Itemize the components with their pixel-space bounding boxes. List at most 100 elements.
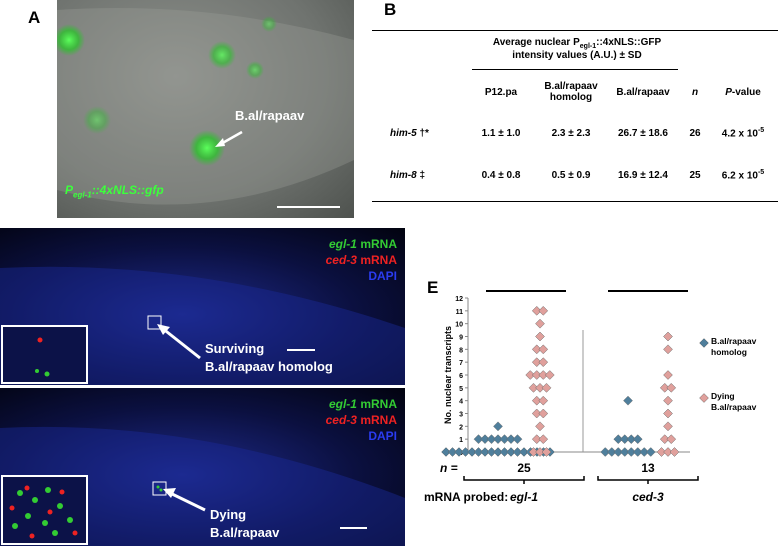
text: egl-1 <box>73 190 92 200</box>
header-row: P12.pa B.al/rapaav homolog B.al/rapaav n… <box>386 71 776 113</box>
data-point <box>454 447 464 457</box>
data-point <box>525 370 536 380</box>
probe-legend: egl-1 mRNA ced-3 mRNA DAPI <box>326 236 397 284</box>
y-tick-label: 5 <box>459 386 463 393</box>
data-point <box>531 408 542 419</box>
annotation: Surviving B.al/rapaav homolog <box>205 340 333 376</box>
probe-label: mRNA probed: <box>424 490 508 504</box>
micrograph-drawing <box>0 266 405 385</box>
table-b: Average nuclear Pegl-1::4xNLS::GFP inten… <box>372 30 778 202</box>
panel-label: B <box>384 0 397 19</box>
data-point <box>460 447 471 457</box>
cell: 6.2 x 10-5 <box>710 153 776 197</box>
y-tick-label: 10 <box>455 322 463 329</box>
data-point <box>506 434 516 445</box>
legend-swatch <box>699 338 709 348</box>
text: Average nuclear P <box>492 37 580 48</box>
col-header: B.al/rapaav <box>616 86 670 98</box>
data-point <box>535 382 545 393</box>
data-point <box>535 331 545 342</box>
data-point <box>512 447 523 457</box>
text: him-5 <box>390 127 417 139</box>
data-point <box>663 370 673 380</box>
data-point <box>473 447 484 457</box>
panel-label: A <box>28 8 41 27</box>
data-point <box>541 447 552 457</box>
cell: 26.7 ± 18.6 <box>618 127 668 139</box>
text: egl-1 <box>579 43 597 50</box>
text: mRNA <box>360 397 397 411</box>
data-point <box>639 447 650 457</box>
text: mRNA <box>360 237 397 251</box>
data-point <box>645 447 656 457</box>
group-label: egl-1 <box>510 490 538 504</box>
text: Surviving <box>205 341 265 356</box>
reporter-label: Pegl-1::4xNLS::gfp <box>65 183 164 199</box>
data-point <box>531 370 542 380</box>
data-point <box>666 382 677 393</box>
text: ced-3 <box>325 253 357 267</box>
cell: 2.3 ± 2.3 <box>551 127 591 139</box>
n-value: 13 <box>641 461 655 475</box>
text: egl-1 <box>328 397 357 411</box>
text: B.al/rapaav homolog <box>205 359 333 374</box>
data-point <box>473 434 484 445</box>
data-point <box>528 382 539 393</box>
y-tick-label: 1 <box>459 437 463 444</box>
cell: 26 <box>689 127 701 139</box>
data-point <box>531 357 542 368</box>
col-header: P-value <box>710 71 776 113</box>
data-point <box>528 447 539 457</box>
data-point <box>531 434 542 445</box>
n-label: n = <box>440 461 458 475</box>
col-header: P12.pa <box>484 86 518 98</box>
n-value: 25 <box>517 461 531 475</box>
text: mRNA <box>360 253 397 267</box>
y-tick-label: 6 <box>459 373 463 380</box>
data-point <box>544 370 555 380</box>
data-point <box>663 395 673 406</box>
text: 4.2 x 10 <box>721 128 758 140</box>
legend-item: DAPI <box>368 269 397 283</box>
data-point <box>467 447 477 457</box>
col-header: n <box>691 86 699 98</box>
data-point <box>447 447 458 457</box>
data-point <box>493 434 503 445</box>
data-point <box>512 434 523 445</box>
legend-item: ced-3 mRNA <box>326 412 397 428</box>
row-header: him-8 ‡ <box>386 153 466 197</box>
cell-label: B.al/rapaav <box>235 108 305 123</box>
data-point <box>538 357 549 368</box>
legend-item: egl-1 mRNA <box>326 236 397 252</box>
text: ‡ <box>419 169 426 181</box>
micrograph-c: egl-1 mRNA ced-3 mRNA DAPI Surviving B.al… <box>0 228 405 385</box>
data-point <box>535 421 545 432</box>
text: -5 <box>757 168 765 176</box>
data-point <box>663 447 673 457</box>
data-point <box>656 447 667 457</box>
data-point <box>606 447 617 457</box>
text: egl-1 <box>328 237 357 251</box>
y-tick-label: 2 <box>459 424 463 431</box>
data-point <box>493 421 503 432</box>
probe-legend: egl-1 mRNA ced-3 mRNA DAPI <box>326 396 397 444</box>
data-point <box>538 395 549 406</box>
text: 6.2 x 10 <box>721 170 758 182</box>
y-tick-label: 9 <box>459 335 463 342</box>
text: mRNA <box>360 413 397 427</box>
cell: 0.5 ± 0.9 <box>551 169 591 181</box>
data-point <box>613 434 624 445</box>
legend-item: ced-3 mRNA <box>326 252 397 268</box>
micrograph-drawing <box>0 426 405 546</box>
data-point <box>506 447 516 457</box>
data-point <box>531 395 542 406</box>
data-point <box>486 447 497 457</box>
text: him-8 <box>390 169 417 181</box>
data-point <box>626 447 637 457</box>
data-point <box>499 434 510 445</box>
legend-label: Dying B.al/rapaav <box>711 391 757 412</box>
data-point <box>493 447 503 457</box>
data-point <box>663 331 673 342</box>
text: -5 <box>757 126 765 134</box>
